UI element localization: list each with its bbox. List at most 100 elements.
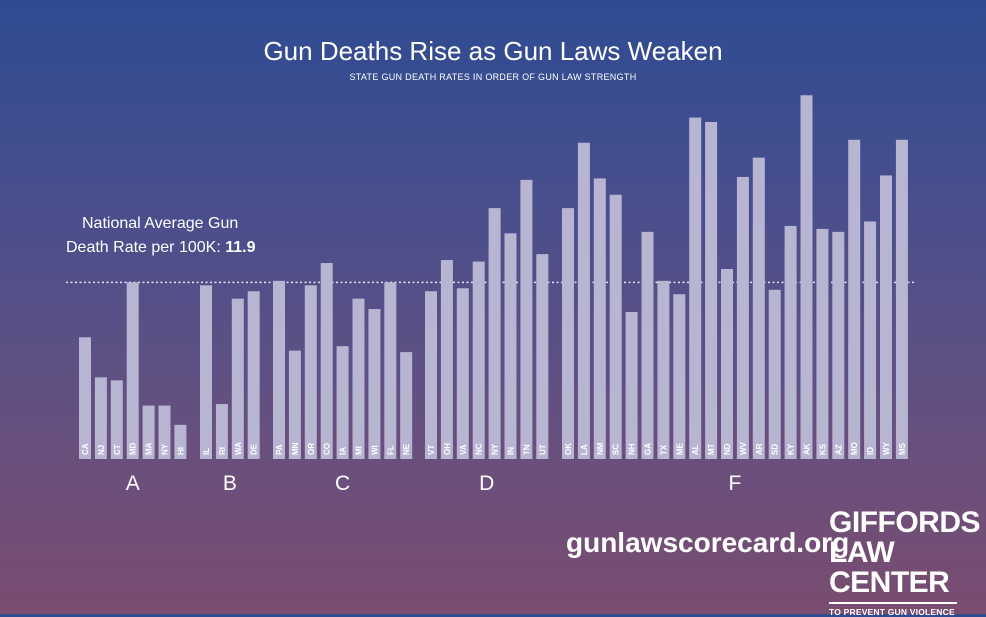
bar-nc: [472, 261, 485, 459]
state-label-az: AZ: [834, 444, 843, 455]
grade-label-a: A: [126, 472, 140, 495]
state-label-ga: GA: [644, 443, 653, 455]
state-label-ak: AK: [803, 443, 812, 455]
state-label-wv: WV: [739, 441, 748, 455]
state-label-ks: KS: [818, 443, 827, 455]
state-label-ar: AR: [755, 443, 764, 455]
grade-label-f: F: [729, 472, 742, 495]
bar-sc: [609, 194, 622, 459]
bar-ia: [336, 346, 349, 459]
grade-label-c: C: [335, 472, 350, 495]
bar-co: [320, 263, 333, 459]
average-label-line1: National Average Gun: [82, 215, 239, 232]
state-label-ne: NE: [402, 443, 411, 455]
average-label-line2: Death Rate per 100K: 11.9: [66, 239, 255, 257]
bar-fl: [384, 282, 397, 459]
bar-ky: [784, 225, 797, 459]
bar-ma: [142, 405, 155, 459]
bar-vt: [425, 291, 437, 459]
bar-mt: [705, 121, 718, 459]
bar-ks: [816, 228, 829, 459]
state-label-mi: MI: [355, 446, 364, 455]
bar-me: [673, 294, 686, 459]
state-label-fl: FL: [386, 445, 395, 455]
state-label-va: VA: [459, 444, 468, 455]
state-label-mo: MO: [850, 442, 859, 455]
bar-ms: [895, 139, 908, 460]
bar-nh: [625, 312, 638, 459]
bar-ny: [488, 208, 501, 459]
bar-il: [200, 285, 212, 459]
state-label-mn: MN: [291, 442, 300, 455]
bar-nm: [593, 178, 606, 459]
state-label-nm: NM: [596, 442, 605, 455]
state-label-wa: WA: [234, 442, 243, 455]
grade-label-d: D: [479, 472, 494, 495]
state-label-sc: SC: [612, 444, 621, 455]
bar-ar: [752, 157, 765, 459]
bar-wv: [736, 176, 749, 459]
state-label-or: OR: [307, 443, 316, 455]
state-label-tn: TN: [522, 444, 531, 455]
state-label-la: LA: [580, 444, 589, 455]
bar-ny: [158, 405, 171, 459]
state-label-ok: OK: [564, 443, 573, 455]
state-label-hi: HI: [176, 447, 185, 455]
bar-la: [577, 142, 590, 459]
bar-ct: [110, 380, 123, 459]
state-label-id: ID: [866, 447, 875, 455]
bar-id: [864, 221, 877, 459]
state-label-ma: MA: [145, 442, 154, 455]
giffords-logo: GIFFORDS LAW CENTER TO PREVENT GUN VIOLE…: [829, 506, 981, 617]
website-link[interactable]: gunlawscorecard.org: [566, 527, 850, 558]
grade-label-b: B: [223, 472, 237, 495]
bar-md: [126, 282, 139, 459]
bar-hi: [174, 424, 187, 459]
bar-de: [247, 291, 260, 459]
bar-sd: [768, 289, 781, 459]
state-label-nc: NC: [475, 443, 484, 455]
state-label-il: IL: [202, 448, 211, 455]
state-label-pa: PA: [275, 444, 284, 455]
bar-ut: [536, 254, 549, 459]
state-label-oh: OH: [443, 443, 452, 455]
state-label-me: ME: [675, 442, 684, 455]
logo-line-giffords: GIFFORDS: [829, 506, 981, 539]
state-label-in: IN: [507, 447, 516, 455]
average-value: 11.9: [225, 239, 256, 256]
state-label-ny: NY: [161, 443, 170, 455]
bar-mn: [288, 350, 301, 459]
bar-wi: [368, 309, 381, 459]
bar-ak: [800, 95, 813, 460]
chart-title: Gun Deaths Rise as Gun Laws Weaken: [263, 36, 723, 66]
average-label-prefix: Death Rate per 100K:: [66, 239, 226, 256]
bar-wy: [880, 175, 892, 459]
bar-tx: [657, 280, 670, 459]
state-label-ut: UT: [538, 444, 547, 455]
bar-nj: [94, 377, 107, 459]
state-label-de: DE: [250, 443, 259, 455]
state-label-ri: RI: [218, 447, 227, 455]
bar-az: [832, 231, 845, 459]
bar-tn: [520, 179, 533, 459]
state-label-co: CO: [323, 443, 332, 455]
state-label-ms: MS: [898, 442, 907, 455]
bar-ri: [215, 404, 228, 459]
state-label-ky: KY: [787, 443, 796, 455]
state-label-ct: CT: [113, 444, 122, 455]
state-label-wy: WY: [882, 441, 891, 455]
bar-ne: [400, 352, 413, 459]
bar-oh: [440, 260, 453, 459]
bar-mi: [352, 298, 365, 459]
bar-in: [504, 233, 517, 459]
bar-ok: [562, 208, 574, 459]
state-label-md: MD: [129, 442, 138, 455]
bar-va: [456, 288, 469, 459]
state-label-nh: NH: [628, 443, 637, 455]
state-label-ca: CA: [81, 443, 90, 455]
bar-nd: [721, 268, 733, 459]
state-label-ia: IA: [339, 447, 348, 455]
bar-ca: [79, 337, 91, 459]
logo-tagline: TO PREVENT GUN VIOLENCE: [829, 607, 955, 617]
